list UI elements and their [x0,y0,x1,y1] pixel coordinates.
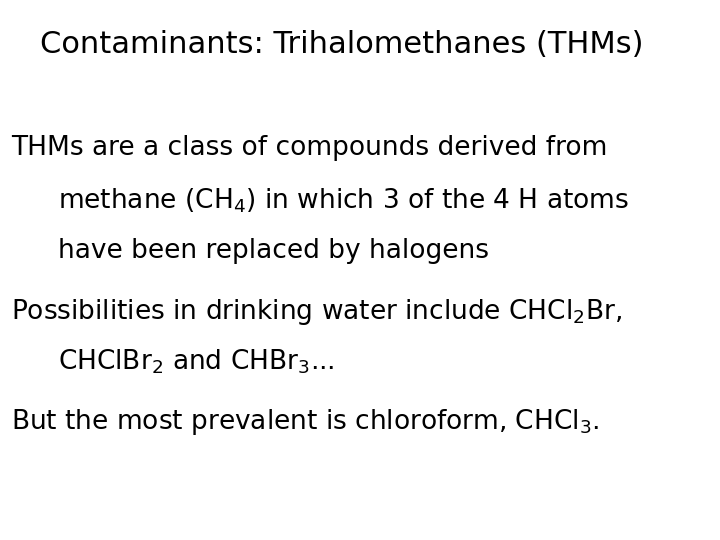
Text: Possibilities in drinking water include CHCl$_2$Br,: Possibilities in drinking water include … [11,296,622,327]
Text: CHClBr$_2$ and CHBr$_3$...: CHClBr$_2$ and CHBr$_3$... [58,348,334,376]
Text: THMs are a class of compounds derived from: THMs are a class of compounds derived fr… [11,135,607,161]
Text: But the most prevalent is chloroform, CHCl$_3$.: But the most prevalent is chloroform, CH… [11,407,599,437]
Text: have been replaced by halogens: have been replaced by halogens [58,238,489,264]
Text: Contaminants: Trihalomethanes (THMs): Contaminants: Trihalomethanes (THMs) [40,30,643,59]
Text: methane (CH$_4$) in which 3 of the 4 H atoms: methane (CH$_4$) in which 3 of the 4 H a… [58,186,629,215]
